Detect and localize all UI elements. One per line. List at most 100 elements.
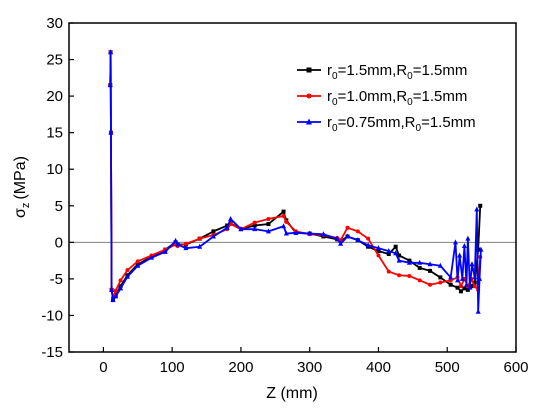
data-point [284, 219, 289, 224]
data-point [355, 237, 361, 243]
y-tick-label: 20 [46, 88, 63, 105]
data-point [428, 268, 433, 273]
y-axis-label-base: σ [12, 208, 29, 218]
data-point [461, 242, 467, 248]
legend-label-text: =1.0mm,R [338, 88, 408, 105]
data-point [393, 250, 399, 256]
legend-label-text: r [327, 114, 332, 131]
legend-label-subscript: 0 [407, 97, 413, 108]
data-point [265, 228, 271, 234]
y-axis-label-sub: z [20, 203, 32, 209]
data-point [183, 245, 189, 251]
data-point [135, 262, 141, 268]
y-tick-label: 5 [55, 198, 63, 215]
data-point [397, 273, 402, 278]
data-point [478, 246, 484, 252]
data-point [125, 268, 130, 273]
data-point [458, 284, 463, 289]
data-point [197, 243, 203, 249]
legend-label-subscript: 0 [332, 71, 338, 82]
legend-label-subscript: 0 [332, 97, 338, 108]
legend-label-text: =1.5mm,R [338, 62, 408, 79]
data-point [467, 284, 473, 290]
data-point [438, 275, 443, 280]
legend-label: r0=1.0mm,R0=1.5mm [327, 88, 467, 108]
data-point [110, 297, 116, 303]
data-point [306, 67, 312, 73]
data-point [173, 237, 179, 243]
data-point [281, 209, 286, 214]
data-point [210, 233, 216, 239]
y-tick-label: -5 [50, 271, 63, 288]
data-point [448, 282, 453, 287]
data-point [252, 223, 257, 228]
legend-label-text: =1.5mm [413, 88, 468, 105]
data-point [376, 253, 381, 258]
data-point [452, 239, 458, 245]
data-point [175, 241, 181, 247]
x-tick-label: 600 [503, 359, 528, 376]
data-point [224, 224, 230, 230]
data-point [417, 265, 422, 270]
data-point [393, 244, 398, 249]
data-point [463, 281, 469, 287]
legend-label-text: =1.5mm [421, 114, 476, 131]
data-point [472, 280, 477, 285]
data-point [459, 275, 465, 281]
data-point [281, 223, 287, 229]
data-point [135, 259, 140, 264]
data-point [118, 285, 124, 291]
data-point [211, 229, 216, 234]
data-point [455, 277, 461, 283]
data-point [365, 242, 371, 248]
data-point [345, 233, 351, 239]
y-axis-label-unit: (MPa) [12, 156, 29, 200]
data-point [407, 273, 412, 278]
x-tick-label: 0 [99, 359, 107, 376]
data-point [109, 286, 115, 292]
legend-label-subscript: 0 [407, 71, 413, 82]
data-point [375, 245, 381, 251]
data-point [266, 216, 271, 221]
data-point [396, 257, 402, 263]
ticks-layer: 0 100 200 300 400 500 600 -15 -10 -5 0 5 10 15 20 25 30 [41, 15, 528, 376]
data-point [281, 214, 286, 219]
legend-label-subscript: 0 [416, 123, 422, 134]
data-point [406, 259, 412, 265]
data-point [307, 230, 313, 236]
data-point [417, 278, 422, 283]
legend-label: r0=0.75mm,R0=1.5mm [327, 114, 476, 134]
data-point [457, 252, 463, 258]
data-point [455, 285, 460, 290]
y-axis-label: σz (MPa) [12, 156, 32, 218]
data-point [162, 248, 168, 254]
data-point [386, 248, 392, 254]
data-point [266, 222, 271, 227]
data-point [366, 236, 371, 241]
data-point [228, 215, 234, 221]
data-point [355, 229, 360, 234]
data-point [386, 252, 391, 257]
data-point [465, 235, 471, 241]
data-point [469, 284, 474, 289]
data-point [197, 236, 202, 241]
legend-label-text: =1.5mm [413, 62, 468, 79]
legend: r0=1.5mm,R0=1.5mmr0=1.0mm,R0=1.5mmr0=0.7… [297, 62, 476, 134]
y-tick-label: 30 [46, 15, 63, 32]
data-point [320, 231, 326, 237]
data-point [118, 278, 123, 283]
data-point [283, 230, 289, 236]
legend-label-text: r [327, 88, 332, 105]
data-point [428, 282, 433, 287]
y-tick-label: 0 [55, 234, 63, 251]
data-point [252, 220, 257, 225]
data-point [438, 280, 443, 285]
legend-entry-3: r0=0.75mm,R0=1.5mm [297, 114, 476, 134]
y-tick-label: 25 [46, 52, 63, 69]
data-point [238, 226, 244, 232]
data-point [149, 254, 155, 260]
data-point [427, 261, 433, 267]
data-point [477, 275, 483, 281]
